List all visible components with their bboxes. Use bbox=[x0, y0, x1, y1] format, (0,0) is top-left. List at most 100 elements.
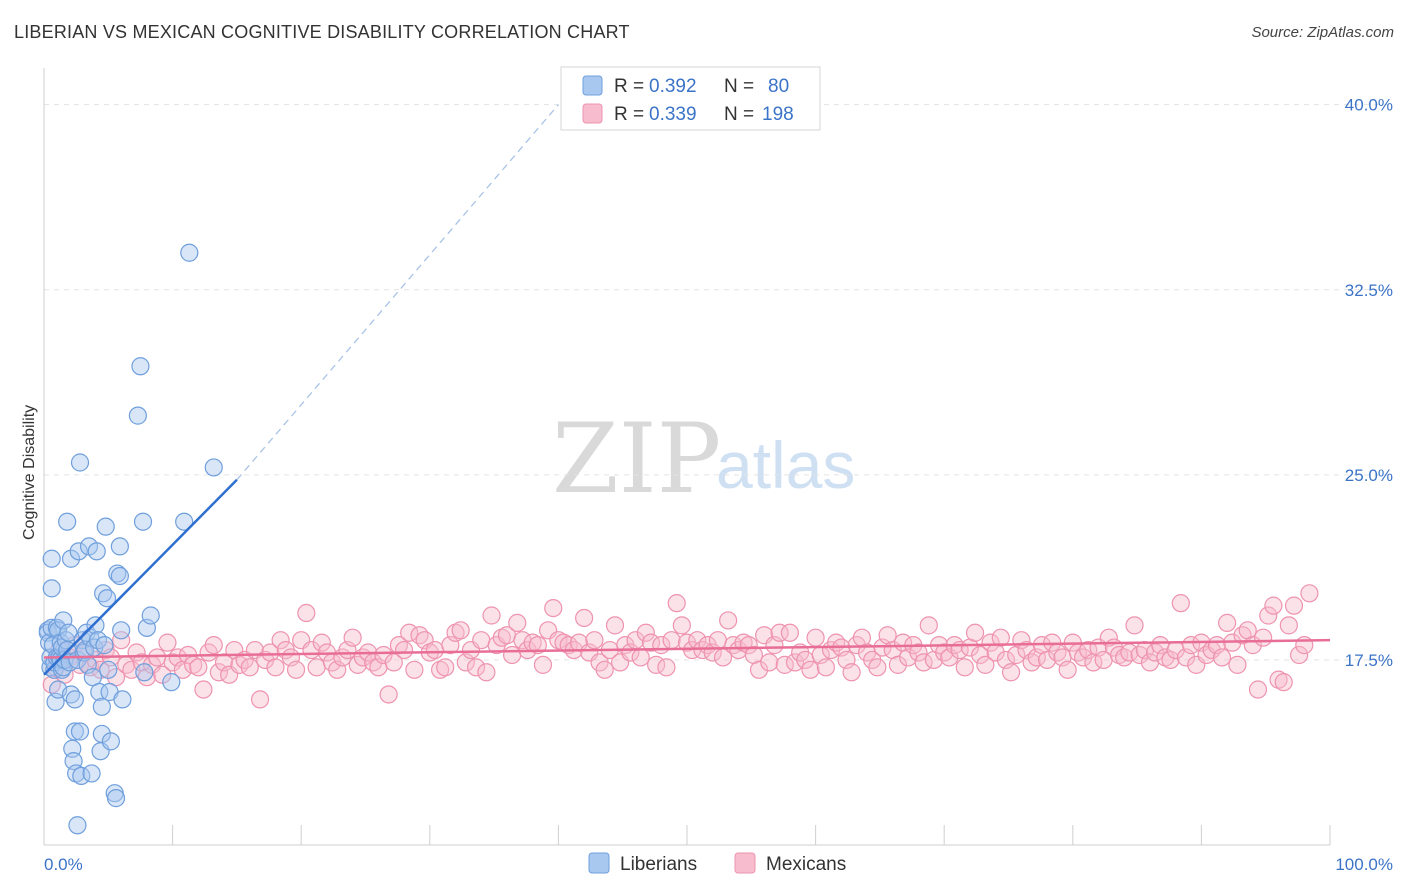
mexicans-point bbox=[312, 633, 331, 652]
liberians-trend-line bbox=[43, 478, 238, 676]
liberians-point bbox=[110, 537, 129, 556]
mexicans-point bbox=[1279, 616, 1298, 635]
mexicans-point bbox=[1171, 594, 1190, 613]
mexicans-point bbox=[971, 645, 990, 665]
mexicans-point bbox=[816, 658, 835, 677]
mexicans-point bbox=[425, 640, 445, 660]
liberians-point bbox=[180, 243, 199, 262]
mexicans-point bbox=[1254, 628, 1273, 647]
liberians-point bbox=[175, 512, 194, 531]
series-legend: Liberians Mexicans bbox=[588, 852, 846, 875]
mexicans-point bbox=[503, 645, 522, 665]
mexicans-point bbox=[204, 636, 223, 655]
mexicans-point bbox=[472, 631, 491, 650]
legend-r-value-liberians: 0.392 bbox=[649, 76, 697, 97]
liberians-point bbox=[87, 542, 106, 561]
mexicans-point bbox=[528, 636, 547, 655]
mexicans-point bbox=[780, 623, 799, 642]
mexicans-point bbox=[657, 658, 676, 677]
mexicans-point bbox=[965, 623, 985, 642]
mexicans-point bbox=[1037, 650, 1057, 670]
liberians-point bbox=[141, 606, 160, 625]
mexicans-point bbox=[719, 611, 738, 630]
mexicans-point bbox=[575, 608, 594, 628]
mexicans-point bbox=[991, 628, 1010, 647]
mexicans-point bbox=[307, 658, 326, 677]
mexicans-point bbox=[508, 613, 527, 633]
y-axis-label: Cognitive Disability bbox=[21, 405, 38, 540]
liberians-point bbox=[95, 636, 114, 655]
mexicans-point bbox=[868, 658, 887, 677]
liberians-point bbox=[42, 549, 61, 568]
watermark-zip: ZIP bbox=[552, 403, 721, 515]
mexicans-point bbox=[760, 653, 779, 672]
liberians-point bbox=[58, 512, 77, 531]
mexicans-point bbox=[631, 648, 650, 667]
mexicans-point bbox=[636, 623, 655, 642]
x-tick-label-min: 0.0% bbox=[44, 855, 83, 874]
mexicans-point bbox=[1295, 636, 1314, 655]
mexicans-point bbox=[1248, 680, 1268, 699]
mexicans-point bbox=[605, 616, 625, 635]
mexicans-point bbox=[394, 640, 414, 660]
legend-n-label-mexicans: N = bbox=[724, 104, 754, 125]
mexicans-point bbox=[770, 623, 789, 642]
legend-r-label-mexicans: R = bbox=[614, 104, 644, 125]
liberians-point bbox=[112, 621, 131, 640]
liberians-point bbox=[65, 690, 84, 709]
liberians-point bbox=[133, 512, 153, 531]
legend-swatch-liberians bbox=[582, 75, 603, 96]
y-tick-label: 32.5% bbox=[1345, 281, 1393, 300]
mexicans-point bbox=[1290, 645, 1309, 665]
liberians-point bbox=[101, 732, 120, 751]
legend-n-value-liberians: 80 bbox=[768, 76, 789, 97]
mexicans-point bbox=[1058, 660, 1077, 679]
mexicans-point bbox=[1115, 648, 1134, 667]
mexicans-point bbox=[379, 685, 398, 704]
mexicans-point bbox=[1259, 606, 1278, 625]
legend-n-label-liberians: N = bbox=[724, 76, 754, 97]
mexicans-point bbox=[672, 616, 691, 635]
mexicans-points bbox=[42, 584, 1319, 709]
mexicans-point bbox=[250, 690, 270, 709]
mexicans-point bbox=[667, 594, 686, 613]
grid-lines bbox=[44, 104, 1393, 661]
liberians-point bbox=[86, 616, 105, 635]
mexicans-point bbox=[749, 660, 769, 679]
stats-legend-box bbox=[560, 66, 821, 131]
chart-title: LIBERIAN VS MEXICAN COGNITIVE DISABILITY… bbox=[14, 22, 630, 42]
mexicans-point bbox=[436, 658, 455, 677]
mexicans-point bbox=[955, 658, 974, 677]
mexicans-point bbox=[708, 631, 727, 650]
trend-lines bbox=[43, 104, 1331, 676]
mexicans-point bbox=[194, 680, 213, 699]
bottom-legend-swatch-liberians bbox=[588, 852, 610, 874]
mexicans-point bbox=[1274, 673, 1293, 692]
mexicans-point bbox=[477, 663, 496, 682]
liberians-point bbox=[65, 722, 84, 741]
mexicans-point bbox=[466, 658, 486, 677]
mexicans-point bbox=[909, 643, 928, 662]
mexicans-trend-line bbox=[43, 638, 1331, 659]
y-tick-label: 17.5% bbox=[1345, 651, 1393, 670]
liberians-point bbox=[68, 816, 87, 835]
liberians-point bbox=[106, 789, 126, 808]
legend-r-value-mexicans: 0.339 bbox=[649, 104, 697, 125]
mexicans-point bbox=[158, 633, 177, 652]
legend-n-value-mexicans: 198 bbox=[762, 104, 794, 125]
mexicans-point bbox=[981, 633, 1000, 652]
liberians-point bbox=[70, 453, 90, 472]
stats-legend: R = 0.392 N = 80 R = 0.339 N = 198 bbox=[560, 66, 821, 131]
mexicans-point bbox=[266, 658, 285, 677]
liberians-point bbox=[68, 650, 87, 670]
mexicans-point bbox=[286, 660, 306, 679]
liberians-point bbox=[69, 542, 88, 561]
liberians-point bbox=[128, 406, 147, 425]
mexicans-point bbox=[1212, 648, 1232, 667]
y-tick-label: 25.0% bbox=[1345, 466, 1393, 485]
bottom-legend-mexicans: Mexicans bbox=[766, 854, 846, 875]
mexicans-point bbox=[410, 626, 429, 645]
mexicans-point bbox=[112, 631, 131, 650]
legend-swatch-mexicans bbox=[582, 103, 603, 124]
